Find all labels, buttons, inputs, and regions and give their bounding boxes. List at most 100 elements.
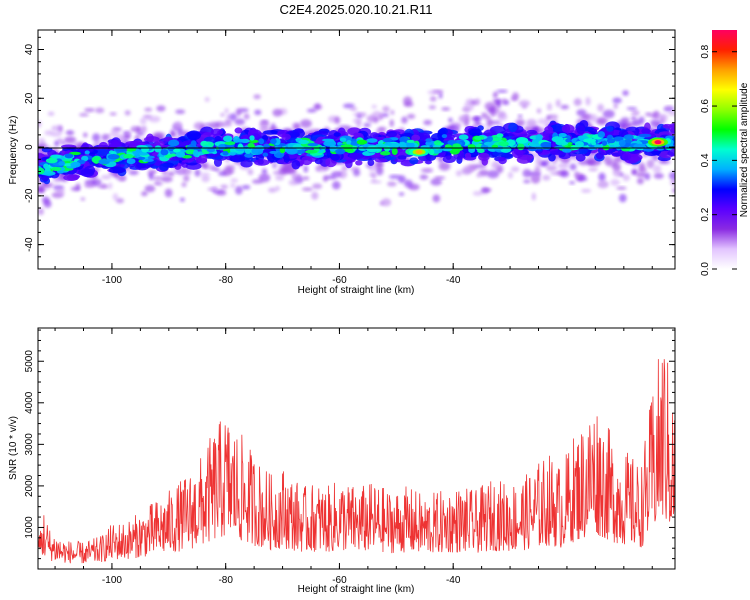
heatmap-band-blob bbox=[548, 153, 556, 162]
heatmap-core-blob bbox=[167, 146, 175, 152]
heatmap-halo-blob bbox=[448, 117, 453, 123]
heatmap-band-blob bbox=[658, 131, 675, 136]
heatmap-halo-blob bbox=[204, 97, 210, 103]
heatmap-halo-blob bbox=[381, 113, 389, 118]
heatmap-halo-blob bbox=[135, 125, 141, 134]
heatmap-halo-blob bbox=[546, 102, 553, 111]
heatmap-halo-blob bbox=[670, 179, 675, 186]
heatmap-core-blob bbox=[400, 144, 407, 150]
heatmap-halo-blob bbox=[390, 109, 395, 115]
heatmap-halo-blob bbox=[484, 115, 491, 120]
heatmap-halo-blob bbox=[441, 107, 451, 111]
heatmap-core-blob bbox=[356, 139, 368, 145]
heatmap-halo-blob bbox=[620, 117, 630, 124]
heatmap-y-tick-label: 20 bbox=[24, 92, 35, 104]
heatmap-halo-blob bbox=[80, 197, 86, 201]
heatmap-halo-blob bbox=[580, 188, 592, 193]
heatmap-band-blob bbox=[464, 152, 472, 159]
heatmap-halo-blob bbox=[403, 96, 413, 106]
heatmap-halo-blob bbox=[569, 163, 577, 171]
heatmap-halo-blob bbox=[613, 103, 618, 110]
heatmap-core-blob bbox=[551, 136, 564, 143]
heatmap-band-blob bbox=[526, 129, 538, 135]
heatmap-halo-blob bbox=[522, 168, 532, 178]
heatmap-panel: -100 -80 -60 -40 -40 -20 0 20 40 Height of stra… bbox=[8, 29, 676, 296]
heatmap-core-blob bbox=[251, 147, 264, 155]
heatmap-halo-blob bbox=[144, 107, 153, 112]
heatmap-halo-blob bbox=[131, 125, 137, 131]
heatmap-band-blob bbox=[108, 139, 122, 149]
heatmap-core-blob bbox=[247, 142, 255, 148]
heatmap-core-blob bbox=[84, 150, 90, 155]
heatmap-halo-blob bbox=[235, 108, 242, 116]
heatmap-band-blob bbox=[234, 127, 243, 134]
heatmap-core-blob bbox=[244, 152, 254, 158]
heatmap-halo-blob bbox=[268, 187, 277, 193]
heatmap-band-blob bbox=[41, 175, 50, 182]
heatmap-core-blob bbox=[375, 143, 388, 148]
heatmap-core-blob bbox=[575, 140, 584, 148]
heatmap-halo-blob bbox=[526, 119, 537, 128]
heatmap-halo-blob bbox=[229, 113, 237, 121]
heatmap-band-blob bbox=[301, 155, 313, 166]
heatmap-core-blob bbox=[474, 135, 485, 141]
heatmap-core-blob bbox=[138, 152, 148, 156]
heatmap-core-blob bbox=[468, 148, 475, 154]
heatmap-band-blob bbox=[483, 129, 497, 138]
heatmap-halo-blob bbox=[230, 178, 239, 183]
heatmap-band-blob bbox=[374, 158, 388, 163]
snr-panel: -100 -80 -60 -40 1000 2000 3000 4000 5000 Heigh… bbox=[8, 327, 676, 595]
heatmap-halo-blob bbox=[626, 106, 637, 111]
heatmap-band-blob bbox=[409, 157, 419, 165]
heatmap-core-blob bbox=[335, 148, 346, 155]
heatmap-band-blob bbox=[550, 150, 565, 156]
heatmap-core-blob bbox=[51, 166, 62, 171]
heatmap-halo-blob bbox=[667, 111, 675, 116]
heatmap-band-blob bbox=[144, 136, 160, 143]
heatmap-band-blob bbox=[498, 157, 507, 165]
heatmap-core-blob bbox=[50, 154, 62, 159]
heatmap-halo-blob bbox=[349, 107, 358, 111]
snr-y-tick-label: 2000 bbox=[24, 474, 35, 497]
snr-series-line bbox=[38, 359, 675, 564]
heatmap-halo-blob bbox=[205, 164, 217, 170]
heatmap-core-blob bbox=[380, 151, 391, 156]
heatmap-halo-blob bbox=[179, 197, 185, 202]
heatmap-halo-blob bbox=[473, 116, 483, 120]
heatmap-core-blob bbox=[618, 139, 626, 147]
heatmap-halo-blob bbox=[646, 159, 655, 169]
heatmap-core-blob bbox=[425, 138, 433, 143]
heatmap-halo-blob bbox=[57, 138, 63, 142]
heatmap-halo-blob bbox=[496, 99, 502, 109]
heatmap-x-tick-label: -60 bbox=[332, 275, 347, 286]
heatmap-halo-blob bbox=[429, 95, 437, 102]
heatmap-core-blob bbox=[258, 138, 265, 145]
heatmap-halo-blob bbox=[241, 184, 251, 190]
heatmap-band-blob bbox=[621, 152, 632, 161]
heatmap-halo-blob bbox=[653, 172, 664, 179]
heatmap-halo-blob bbox=[644, 172, 651, 181]
heatmap-core-blob bbox=[496, 133, 504, 138]
heatmap-halo-blob bbox=[175, 109, 186, 114]
heatmap-band-blob bbox=[281, 133, 291, 141]
heatmap-halo-blob bbox=[151, 170, 157, 174]
heatmap-core-blob bbox=[126, 158, 136, 165]
heatmap-y-tick-label: 0 bbox=[24, 144, 35, 150]
heatmap-halo-blob bbox=[125, 131, 132, 136]
heatmap-halo-blob bbox=[148, 171, 154, 181]
heatmap-halo-blob bbox=[259, 120, 270, 128]
heatmap-halo-blob bbox=[497, 110, 506, 119]
heatmap-halo-blob bbox=[43, 199, 52, 208]
heatmap-band-blob bbox=[66, 174, 79, 181]
heatmap-halo-blob bbox=[253, 94, 261, 100]
heatmap-halo-blob bbox=[201, 175, 210, 183]
heatmap-halo-blob bbox=[79, 113, 89, 117]
heatmap-halo-blob bbox=[262, 168, 267, 175]
heatmap-core-blob bbox=[262, 152, 269, 157]
heatmap-halo-blob bbox=[560, 104, 569, 110]
heatmap-band-blob bbox=[254, 159, 270, 166]
heatmap-halo-blob bbox=[423, 119, 432, 126]
heatmap-core-blob bbox=[594, 144, 601, 149]
heatmap-core-blob bbox=[234, 138, 247, 143]
